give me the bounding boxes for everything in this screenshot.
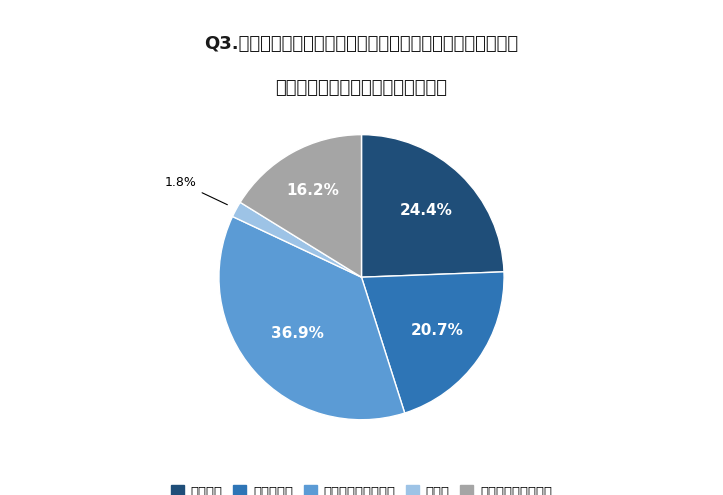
Wedge shape — [240, 135, 362, 277]
Text: 24.4%: 24.4% — [399, 203, 452, 218]
Text: 16.2%: 16.2% — [286, 183, 339, 198]
Wedge shape — [362, 135, 504, 277]
Text: 36.9%: 36.9% — [270, 326, 324, 341]
Wedge shape — [233, 202, 362, 277]
Text: Q3.フランチャイズ加盟であなたがやりたいビジネスのうち、: Q3.フランチャイズ加盟であなたがやりたいビジネスのうち、 — [205, 35, 518, 52]
Wedge shape — [219, 216, 405, 420]
Text: 20.7%: 20.7% — [411, 323, 463, 338]
Wedge shape — [362, 272, 504, 413]
Text: 当てはまるものを教えてください。: 当てはまるものを教えてください。 — [275, 79, 448, 97]
Text: 1.8%: 1.8% — [165, 176, 227, 205]
Legend: 対面接客, 非対面接客, 対面・非対面両対応, その他, 特にこだわりはない: 対面接客, 非対面接客, 対面・非対面両対応, その他, 特にこだわりはない — [171, 485, 552, 495]
